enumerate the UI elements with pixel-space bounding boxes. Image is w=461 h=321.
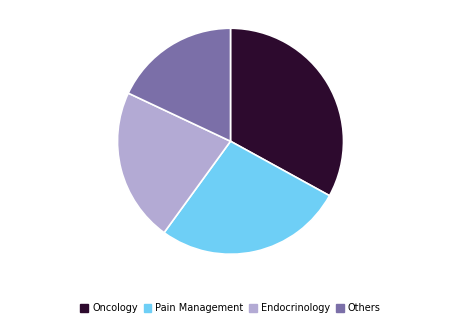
Wedge shape xyxy=(230,28,343,196)
Wedge shape xyxy=(164,141,330,254)
Wedge shape xyxy=(128,28,230,141)
Legend: Oncology, Pain Management, Endocrinology, Others: Oncology, Pain Management, Endocrinology… xyxy=(77,300,384,316)
Wedge shape xyxy=(118,93,230,233)
